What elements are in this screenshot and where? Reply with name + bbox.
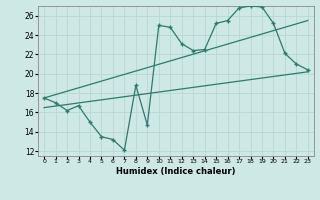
X-axis label: Humidex (Indice chaleur): Humidex (Indice chaleur) xyxy=(116,167,236,176)
